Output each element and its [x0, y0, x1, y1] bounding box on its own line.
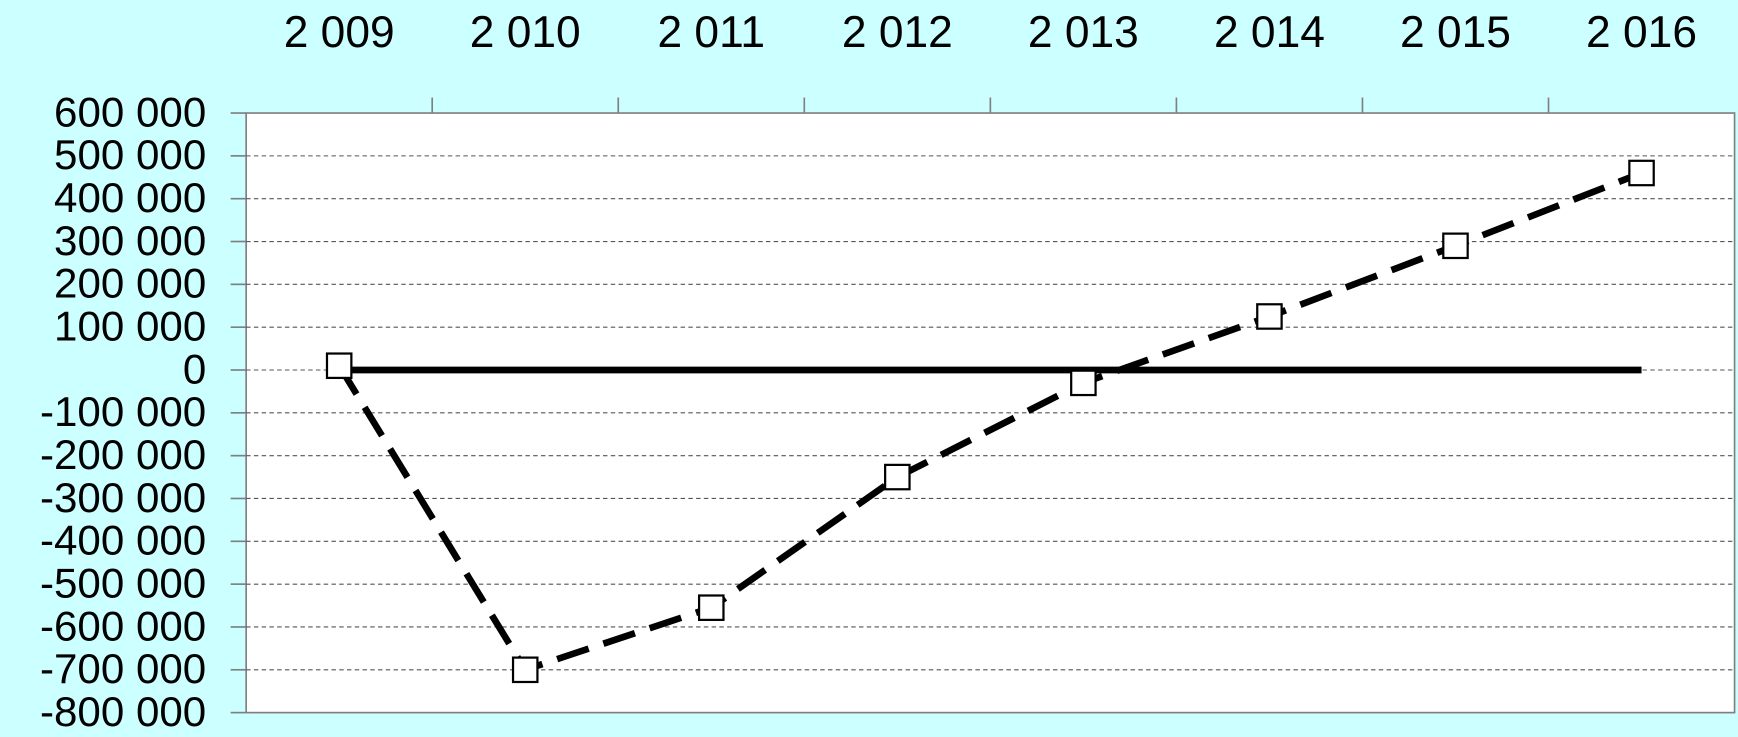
y-tick-label: -600 000 [40, 602, 206, 649]
x-tick-label: 2 010 [470, 8, 581, 57]
y-tick-label: 600 000 [54, 88, 206, 135]
marker [1070, 369, 1097, 397]
y-tick-label: 200 000 [54, 260, 206, 307]
x-tick-label: 2 011 [657, 8, 765, 57]
y-tick-label: 400 000 [54, 174, 206, 221]
marker [697, 594, 725, 621]
x-tick-label: 2 013 [1028, 8, 1139, 57]
x-tick-label: 2 014 [1214, 8, 1325, 57]
marker [1628, 159, 1655, 187]
plot-area [245, 112, 1736, 714]
y-tick-label: -300 000 [40, 474, 206, 521]
y-tick-label: -800 000 [40, 688, 206, 735]
marker [1442, 232, 1469, 260]
x-tick-label: 2 012 [842, 8, 953, 57]
y-tick-label: 500 000 [54, 131, 206, 178]
y-tick-label: -400 000 [40, 517, 206, 564]
line [336, 169, 1643, 674]
marker [511, 656, 539, 684]
x-tick-label: 2 016 [1586, 8, 1697, 57]
x-tick-label: 2 009 [284, 8, 395, 57]
y-tick-label: 0 [183, 345, 206, 392]
y-tick-label: -100 000 [40, 388, 206, 435]
marker [884, 463, 911, 491]
y-tick-label: 100 000 [54, 303, 206, 350]
y-tick-label: -200 000 [40, 431, 206, 478]
x-tick-label: 2 015 [1400, 8, 1511, 57]
y-tick-label: -500 000 [40, 559, 206, 606]
y-tick-label: -700 000 [40, 645, 206, 692]
y-tick-label: 300 000 [54, 217, 206, 264]
marker [1256, 303, 1283, 330]
marker [325, 352, 353, 380]
